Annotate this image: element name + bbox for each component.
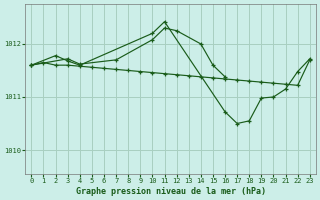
X-axis label: Graphe pression niveau de la mer (hPa): Graphe pression niveau de la mer (hPa) bbox=[76, 187, 266, 196]
